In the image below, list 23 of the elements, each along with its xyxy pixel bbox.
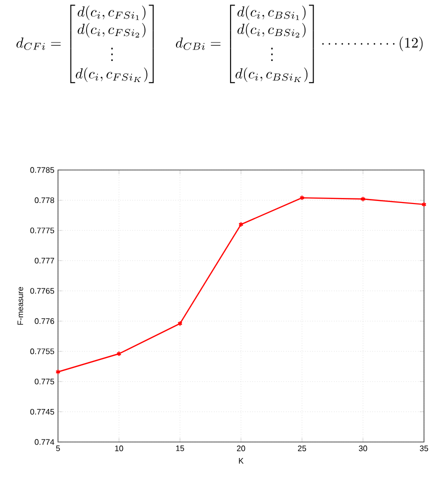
x-tick-label: 35 <box>420 446 428 452</box>
y-tick-label: 0.774 <box>34 439 54 445</box>
point <box>238 222 244 228</box>
y-axis-title: F-measure <box>18 287 24 325</box>
y-tick-label: 0.7745 <box>30 408 54 415</box>
y-tick-label: 0.777 <box>34 258 54 264</box>
text: $d_{CFi}=\begin{bmatrix}d(c_i,c_{FSi_1})\\ d(c_i,c_{FSi_2})\\ \vdots\\ d(c_i,c_{FSi_K})\end{bmatrix}\quad d_{CBi}=\begin{bmatrix}d(c_i,c_{BSi_1})\\ d(c_i,c_{BSi_2})\\ \vdots\\ d(c_i,c_{BSi_K})\end{bmatrix}\cdots\cdots\cdots\cdots(12)$ <box>16 4 423 84</box>
y-tick-label: 0.778 <box>34 197 54 204</box>
y-tick-label: 0.776 <box>34 318 54 324</box>
x-tick-label: 15 <box>176 446 184 452</box>
y-tick-label: 0.7775 <box>30 228 54 234</box>
x-tick-label: 30 <box>358 446 368 452</box>
y-tick-label: 0.775 <box>34 378 54 384</box>
x-tick-label: 20 <box>236 446 246 452</box>
point <box>360 196 366 202</box>
x-tick-label: 5 <box>56 446 60 452</box>
point <box>177 320 183 326</box>
y-tick-label: 0.7785 <box>30 167 54 173</box>
y-tick-label: 0.7765 <box>30 288 54 294</box>
y-tick-label: 0.7755 <box>30 348 54 354</box>
x-axis-title: K <box>238 458 244 464</box>
x-tick-label: 25 <box>298 446 306 452</box>
x-tick-label: 10 <box>115 446 124 452</box>
